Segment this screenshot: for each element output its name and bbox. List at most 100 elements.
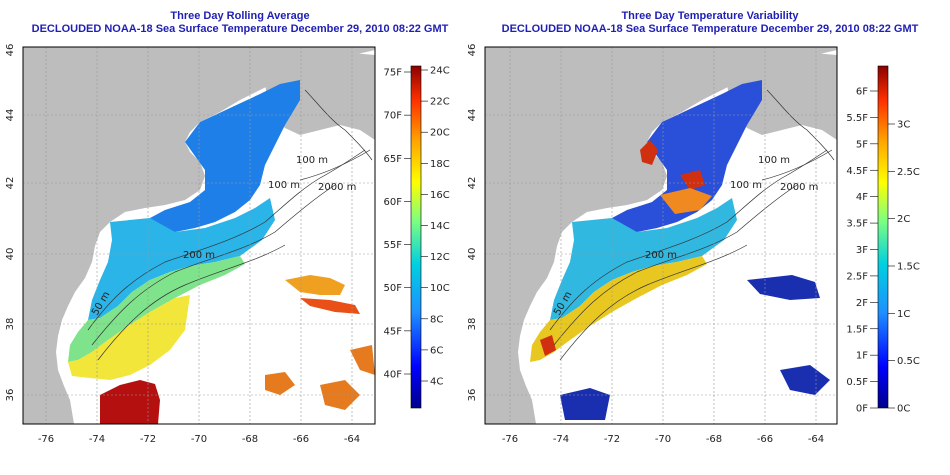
left-sst-offshore-orange xyxy=(285,275,345,295)
left-map-subtitle: DECLOUDED NOAA-18 Sea Surface Temperatur… xyxy=(31,23,449,35)
left-colorbar-bar xyxy=(410,65,422,409)
colorbar-label: 55F xyxy=(384,240,403,251)
left-sst-gulfstream xyxy=(100,380,160,424)
left-y-axis: 36 38 40 42 44 46 xyxy=(5,44,16,402)
left-y-tick: 36 xyxy=(5,389,16,402)
colorbar-label: 45F xyxy=(384,326,403,337)
right-x-axis: -76 -74 -72 -70 -68 -66 -64 xyxy=(502,434,824,445)
colorbar-label: 4.5F xyxy=(846,166,868,177)
right-x-tick: -66 xyxy=(757,434,773,445)
right-contour-label: 2000 m xyxy=(780,182,818,193)
right-y-tick: 46 xyxy=(467,44,478,57)
colorbar-label: 3C xyxy=(897,120,910,131)
colorbar-label: 0F xyxy=(856,404,868,415)
right-grid xyxy=(485,47,837,424)
colorbar-label: 0.5C xyxy=(897,356,920,367)
colorbar-label: 4F xyxy=(856,192,868,203)
colorbar-label: 3.5F xyxy=(846,219,868,230)
right-map-frame xyxy=(484,46,838,425)
left-x-tick: -74 xyxy=(89,434,105,445)
left-map-title: Three Day Rolling Average xyxy=(170,10,310,22)
left-sst-cyan-shelf xyxy=(88,198,275,320)
colorbar-label: 12C xyxy=(430,252,450,263)
left-x-tick: -70 xyxy=(191,434,207,445)
colorbar-label: 22C xyxy=(430,97,450,108)
right-y-tick: 38 xyxy=(467,318,478,331)
right-title-block: Three Day Temperature Variability DECLOU… xyxy=(470,10,950,36)
right-y-tick: 42 xyxy=(467,177,478,190)
left-colorbar-f-labels: 75F 70F 65F 60F 55F 50F 45F 40F xyxy=(384,68,411,381)
colorbar-label: 2.5F xyxy=(846,271,868,282)
left-x-tick: -72 xyxy=(140,434,156,445)
right-var-orange xyxy=(660,188,712,214)
right-map-subtitle: DECLOUDED NOAA-18 Sea Surface Temperatur… xyxy=(501,23,919,35)
colorbar-label: 6F xyxy=(856,87,868,98)
left-sst-offshore-red xyxy=(300,298,360,314)
right-var-front xyxy=(530,256,707,362)
left-sst-green-slope xyxy=(68,256,245,362)
colorbar-label: 70F xyxy=(384,111,403,122)
left-map-frame xyxy=(22,46,376,425)
right-x-tick: -70 xyxy=(655,434,671,445)
colorbar-label: 1.5C xyxy=(897,262,920,273)
right-var-offshore xyxy=(560,275,830,420)
colorbar-label: 60F xyxy=(384,197,403,208)
left-title-block: Three Day Rolling Average DECLOUDED NOAA… xyxy=(0,10,480,36)
right-y-tick: 44 xyxy=(467,109,478,122)
colorbar-label: 3F xyxy=(856,245,868,256)
left-y-tick: 42 xyxy=(5,177,16,190)
left-y-tick: 44 xyxy=(5,109,16,122)
colorbar-label: 8C xyxy=(430,314,443,325)
right-x-tick: -74 xyxy=(553,434,569,445)
colorbar-label: 18C xyxy=(430,159,450,170)
colorbar-label: 1F xyxy=(856,351,868,362)
right-contour-label: 100 m xyxy=(758,155,790,166)
right-x-tick: -76 xyxy=(502,434,518,445)
right-land xyxy=(485,47,837,424)
colorbar-label: 20C xyxy=(430,128,450,139)
right-x-tick: -72 xyxy=(604,434,620,445)
right-bathymetry-contours xyxy=(549,89,835,361)
colorbar-label: 0C xyxy=(897,404,910,415)
colorbar-label: 2C xyxy=(897,214,910,225)
colorbar-label: 1.5F xyxy=(846,324,868,335)
colorbar-label: 4C xyxy=(430,377,443,388)
right-var-shelf xyxy=(550,198,737,320)
right-map-title: Three Day Temperature Variability xyxy=(621,10,799,22)
colorbar-label: 6C xyxy=(430,345,443,356)
colorbar-label: 14C xyxy=(430,221,450,232)
right-contour-label: 200 m xyxy=(645,250,677,261)
left-x-tick: -76 xyxy=(38,434,54,445)
colorbar-label: 65F xyxy=(384,154,403,165)
left-contour-label: 100 m xyxy=(268,180,300,191)
left-colorbar-c-labels: 24C 22C 20C 18C 16C 14C 12C 10C 8C 6C 4C xyxy=(421,66,450,388)
left-y-tick: 38 xyxy=(5,318,16,331)
left-sst-sw-patches xyxy=(265,345,375,410)
colorbar-label: 5.5F xyxy=(846,113,868,124)
left-grid xyxy=(23,47,375,424)
colorbar-label: 0.5F xyxy=(846,377,868,388)
left-x-axis: -76 -74 -72 -70 -68 -66 -64 xyxy=(38,434,360,445)
left-colorbar: 75F 70F 65F 60F 55F 50F 45F 40F 24C 22C 20C 18C 16C… xyxy=(384,66,450,409)
left-y-tick: 46 xyxy=(5,44,16,57)
right-map: 100 m 2000 m 100 m 200 m 50 m -76 -74 -7… xyxy=(467,44,920,445)
left-land xyxy=(23,47,375,424)
colorbar-label: 5F xyxy=(856,139,868,150)
colorbar-label: 2.5C xyxy=(897,167,920,178)
left-y-tick: 40 xyxy=(5,248,16,261)
left-sst-blue-gom xyxy=(150,80,300,232)
colorbar-label: 2F xyxy=(856,298,868,309)
colorbar-label: 40F xyxy=(384,370,403,381)
left-contour-label: 200 m xyxy=(183,250,215,261)
colorbar-label: 16C xyxy=(430,190,450,201)
right-colorbar-f-labels: 6F 5.5F 5F 4.5F 4F 3.5F 3F 2.5F 2F 1.5F 1F 0.5F 0F xyxy=(846,87,878,415)
right-y-axis: 36 38 40 42 44 46 xyxy=(467,44,478,402)
colorbar-label: 50F xyxy=(384,283,403,294)
colorbar-label: 75F xyxy=(384,68,403,79)
colorbar-label: 24C xyxy=(430,66,450,77)
right-colorbar-c-labels: 3C 2.5C 2C 1.5C 1C 0.5C 0C xyxy=(888,120,920,415)
right-y-tick: 40 xyxy=(467,248,478,261)
left-x-tick: -64 xyxy=(344,434,360,445)
left-map: 100 m 2000 m 100 m 200 m 50 m -76 -74 -7… xyxy=(5,44,450,445)
